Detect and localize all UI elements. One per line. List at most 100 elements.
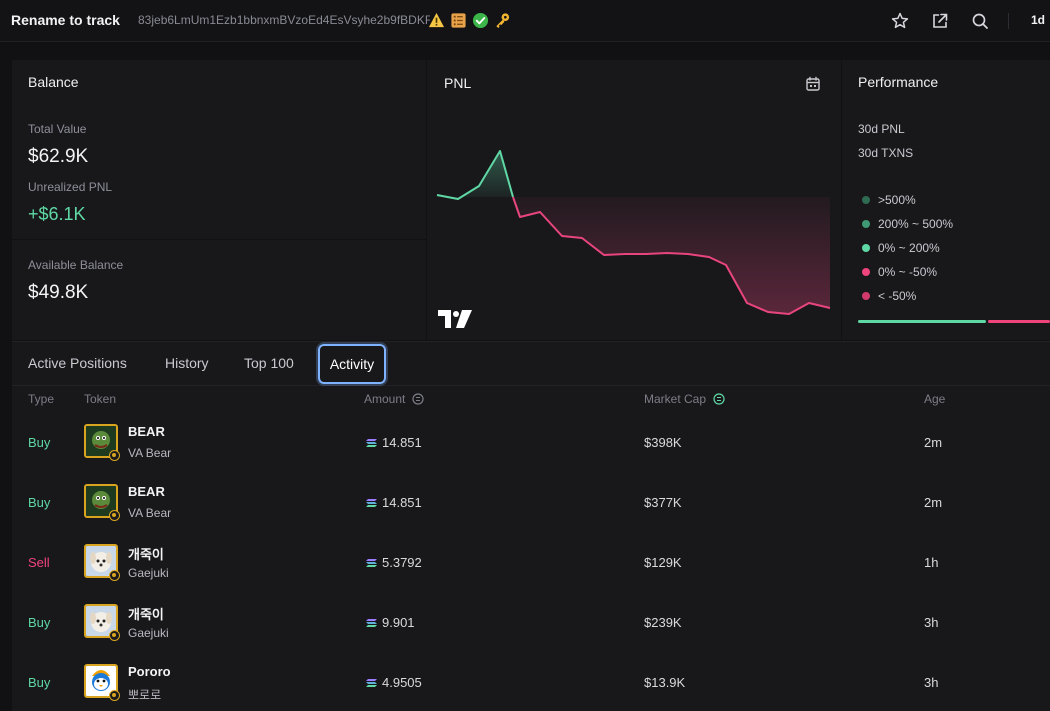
table-row[interactable]: Buy Pororo 뽀로로 4.9505 $13.9K 3h xyxy=(12,653,1050,711)
tab-bar: Active Positions History Top 100 Activit… xyxy=(12,341,1050,386)
market-cap: $398K xyxy=(644,435,682,450)
table-row[interactable]: Buy BEAR VA Bear 14.851 $377K 2m xyxy=(12,473,1050,533)
txns-30d-label: 30d TXNS xyxy=(858,146,914,160)
launchpad-badge xyxy=(109,450,120,461)
table-row[interactable]: Buy BEAR VA Bear 14.851 $398K 2m xyxy=(12,413,1050,473)
period-selector[interactable]: 1d xyxy=(1031,13,1046,27)
wallet-address[interactable]: 83jeb6LmUm1Ezb1bbnxmBVzoEd4EsVsyhe2b9fBD… xyxy=(138,13,430,27)
external-link-icon[interactable] xyxy=(930,11,950,31)
token-symbol[interactable]: 개죽이 xyxy=(128,547,164,562)
warning-icon xyxy=(428,12,445,28)
verified-check-icon xyxy=(472,12,489,29)
legend-dot-0-neg50 xyxy=(862,268,870,276)
activity-table: Type Token Amount Market Cap Age Buy BEA… xyxy=(12,386,1050,711)
pnl-chart xyxy=(436,150,831,328)
launchpad-badge xyxy=(109,630,120,641)
legend-dot-gt500 xyxy=(862,196,870,204)
col-amount[interactable]: Amount xyxy=(364,392,406,406)
currency-toggle-icon[interactable] xyxy=(412,393,424,405)
col-market-cap[interactable]: Market Cap xyxy=(644,392,707,406)
performance-panel: Performance 30d PNL 30d TXNS xyxy=(842,60,1050,340)
col-type: Type xyxy=(28,392,55,406)
balance-panel: Balance Total Value $62.9K Unrealized PN… xyxy=(12,60,426,239)
total-value: $62.9K xyxy=(28,146,89,167)
pnl-negative-area xyxy=(513,197,830,314)
age: 3h xyxy=(924,615,939,630)
unrealized-pnl-label: Unrealized PNL xyxy=(28,180,113,194)
pnl-positive-line xyxy=(436,150,514,200)
market-cap: $129K xyxy=(644,555,682,570)
available-balance-panel: Available Balance $49.8K xyxy=(12,240,426,340)
age: 3h xyxy=(924,675,939,690)
token-symbol[interactable]: BEAR xyxy=(128,484,165,499)
solana-icon xyxy=(366,559,377,567)
col-age: Age xyxy=(924,392,946,406)
age: 2m xyxy=(924,495,943,510)
market-cap: $239K xyxy=(644,615,682,630)
launchpad-badge xyxy=(109,570,120,581)
refresh-toggle-icon[interactable] xyxy=(713,393,725,405)
market-cap: $377K xyxy=(644,495,682,510)
trade-type: Buy xyxy=(28,615,51,630)
age: 1h xyxy=(924,555,939,570)
solana-icon xyxy=(366,439,377,447)
penguin-icon xyxy=(84,664,118,698)
wallet-name[interactable]: Rename to track xyxy=(11,12,120,28)
launchpad-badge xyxy=(109,510,120,521)
distribution-bar-positive xyxy=(858,320,986,323)
tab-history[interactable]: History xyxy=(165,355,209,371)
token-symbol[interactable]: 개죽이 xyxy=(128,607,164,622)
age: 2m xyxy=(924,435,943,450)
pnl-title: PNL xyxy=(444,75,472,91)
trade-type: Buy xyxy=(28,675,51,690)
trade-type: Sell xyxy=(28,555,50,570)
tab-activity[interactable]: Activity xyxy=(318,344,386,384)
header-divider xyxy=(1008,13,1009,29)
amount: 4.9505 xyxy=(382,675,422,690)
key-icon xyxy=(496,13,510,29)
token-name: 뽀로로 xyxy=(128,688,162,702)
pnl-negative-line xyxy=(512,196,831,315)
legend-dot-200-500 xyxy=(862,220,870,228)
solana-icon xyxy=(366,499,377,507)
legend-dot-lt-neg50 xyxy=(862,292,870,300)
available-balance-label: Available Balance xyxy=(28,258,124,272)
amount: 9.901 xyxy=(382,615,415,630)
solana-icon xyxy=(366,619,377,627)
token-symbol[interactable]: BEAR xyxy=(128,424,165,439)
available-balance: $49.8K xyxy=(28,282,89,303)
pepe-bear-icon xyxy=(84,484,118,518)
pnl-panel: PNL xyxy=(427,60,841,340)
tab-active-positions[interactable]: Active Positions xyxy=(28,355,127,371)
token-name: Gaejuki xyxy=(128,626,169,640)
launchpad-badge xyxy=(109,690,120,701)
notebook-icon xyxy=(451,13,466,28)
distribution-bar-negative xyxy=(988,320,1050,323)
tab-top-100[interactable]: Top 100 xyxy=(244,355,294,371)
top-header: Rename to track 83jeb6LmUm1Ezb1bbnxmBVzo… xyxy=(0,0,1050,42)
table-row[interactable]: Buy 개죽이 Gaejuki 9.901 $239K 3h xyxy=(12,593,1050,653)
calendar-icon[interactable] xyxy=(805,76,821,92)
legend-0-200: 0% ~ 200% xyxy=(878,241,940,255)
token-name: Gaejuki xyxy=(128,566,169,580)
balance-title: Balance xyxy=(28,74,79,90)
pnl-positive-area xyxy=(437,151,513,199)
market-cap: $13.9K xyxy=(644,675,686,690)
search-icon[interactable] xyxy=(970,11,990,31)
trade-type: Buy xyxy=(28,435,51,450)
legend-0-neg50: 0% ~ -50% xyxy=(878,265,938,279)
legend-gt500: >500% xyxy=(878,193,916,207)
legend-200-500: 200% ~ 500% xyxy=(878,217,954,231)
star-icon[interactable] xyxy=(890,11,910,31)
table-row[interactable]: Sell 개죽이 Gaejuki 5.3792 $129K 1h xyxy=(12,533,1050,593)
total-value-label: Total Value xyxy=(28,122,87,136)
solana-icon xyxy=(366,679,377,687)
tradingview-logo-icon xyxy=(438,310,472,328)
token-name: VA Bear xyxy=(128,506,172,520)
amount: 14.851 xyxy=(382,495,422,510)
pnl-30d-label: 30d PNL xyxy=(858,122,905,136)
unrealized-pnl: +$6.1K xyxy=(28,204,86,224)
token-symbol[interactable]: Pororo xyxy=(128,664,171,679)
trade-type: Buy xyxy=(28,495,51,510)
performance-title: Performance xyxy=(858,74,939,90)
